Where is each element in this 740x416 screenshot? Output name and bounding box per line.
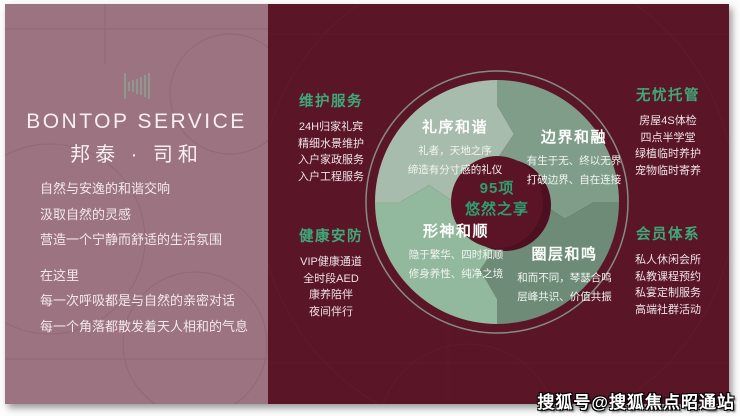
service-column-items: 私人休闲会所 私教课程预约 私宴定制服务 高端社群活动 [605,252,729,318]
quadrant-title: 圈层和鸣 [531,246,598,263]
quadrant-desc-line: 有生于无、终以无界 [526,155,622,167]
service-column-items: 房屋4S体检 四点半学堂绿植临时养护 宠物临时寄养 [605,113,729,179]
diagram-center-circle [451,156,543,248]
intro-paragraph-2: 在这里每一次呼吸都是与自然的亲密对话 每一个角落都散发着天人相和的气息 [40,263,255,340]
service-column-health: 健康安防 VIP健康通道 全时段AED 康养陪伴夜间伴行 [271,225,391,320]
brand-intro: 自然与安逸的和谐交响 汲取自然的灵感营造一个宁静而舒适的生活氛围 在这里每一次呼吸… [40,176,255,339]
service-column-membership: 会员体系 私人休闲会所 私教课程预约 私宴定制服务 高端社群活动 [605,223,729,318]
service-item: 私宴定制服务 [635,287,701,299]
quadrant-desc: 礼者，天地之序 缔造有分寸感的礼仪 [380,142,530,179]
intro-line: 营造一个宁静而舒适的生活氛围 [40,232,223,247]
service-item: 私人休闲会所 [635,254,701,266]
service-item: 入户家政服务 [298,154,364,166]
service-column-trusteeship: 无忧托管 房屋4S体检 四点半学堂绿植临时养护 宠物临时寄养 [605,84,729,179]
service-item: 绿植临时养护 [635,148,701,160]
service-column-maintenance: 维护服务 24H归家礼宾 精细水景维护 入户家政服务 入户工程服务 [271,90,391,185]
quadrant-desc-line: 层峰共识、价值共振 [517,290,612,303]
service-item: 私教课程预约 [635,270,701,283]
intro-line: 在这里 [40,267,80,283]
center-count: 95项 [479,180,515,197]
service-column-items: VIP健康通道 全时段AED 康养陪伴夜间伴行 [271,254,391,320]
quadrant-label-bianjie: 边界和融 有生于无、终以无界 打破边界、自在连接 [504,126,644,189]
cycle-diagram: 礼序和谐 礼者，天地之序 缔造有分寸感的礼仪 边界和融 有生于无、终以无界 打破… [357,62,637,342]
quadrant-desc-line: 隐于繁华、四时和顺 [408,249,504,261]
brand-panel: BONTOP SERVICE 邦泰 · 司和 自然与安逸的和谐交响 汲取自然的灵感… [5,4,268,404]
center-caption: 悠然之享 [464,201,529,218]
quadrant-label-lixu: 礼序和谐 礼者，天地之序 缔造有分寸感的礼仪 [380,116,530,179]
quadrant-label-xingshen: 形神和顺 隐于繁华、四时和顺 修身养性、纯净之境 [381,220,531,283]
service-item: 康养陪伴 [309,289,353,301]
quadrant-desc-line: 礼者，天地之序 [418,145,492,157]
quadrant-desc: 隐于繁华、四时和顺 修身养性、纯净之境 [381,246,531,283]
service-column-title: 维护服务 [299,94,363,110]
quadrant-title: 礼序和谐 [421,119,488,136]
service-column-title: 会员体系 [636,227,700,243]
intro-line: 汲取自然的灵感 [40,206,132,222]
service-item: 高端社群活动 [635,303,701,316]
quadrant-desc: 和而不同，琴瑟合鸣 层峰共识、价值共振 [492,269,637,306]
service-item: 24H归家礼宾 [298,121,364,133]
intro-line: 自然与安逸的和谐交响 [40,181,171,196]
intro-line: 每一次呼吸都是与自然的亲密对话 [40,293,236,308]
quadrant-title: 边界和融 [540,129,607,146]
cycle-diagram-graphic [365,70,629,334]
promo-slide: BONTOP SERVICE 邦泰 · 司和 自然与安逸的和谐交响 汲取自然的灵感… [5,4,729,404]
intro-paragraph-1: 自然与安逸的和谐交响 汲取自然的灵感营造一个宁静而舒适的生活氛围 [40,176,255,253]
diagram-outer-ring [365,70,629,334]
quadrant-desc-line: 和而不同，琴瑟合鸣 [517,272,612,284]
service-item: 房屋4S体检 [639,115,697,127]
service-column-items: 24H归家礼宾 精细水景维护 入户家政服务 入户工程服务 [271,119,391,185]
service-column-title: 健康安防 [299,229,363,245]
service-item: 夜间伴行 [309,305,353,318]
quadrant-desc-line: 修身养性、纯净之境 [408,267,504,280]
service-item: 宠物临时寄养 [635,164,701,177]
brand-title-en: BONTOP SERVICE [26,110,247,133]
sohu-watermark: 搜狐号@搜狐焦点昭通站 [537,393,735,412]
diagram-center-label: 95项 悠然之享 [447,178,547,220]
service-item: 精细水景维护 [298,137,364,150]
brand-title-cn: 邦泰 · 司和 [70,144,203,166]
intro-line: 每一个角落都散发着天人相和的气息 [40,318,249,334]
service-item: 入户工程服务 [298,170,364,183]
service-item: 全时段AED [303,272,359,285]
quadrant-desc-line: 打破边界、自在连接 [526,173,622,186]
quadrant-label-quanceng: 圈层和鸣 和而不同，琴瑟合鸣 层峰共识、价值共振 [492,243,637,306]
quadrant-desc: 有生于无、终以无界 打破边界、自在连接 [504,152,644,189]
service-item: 四点半学堂 [640,131,696,144]
waveform-logo-icon [5,68,268,104]
service-column-title: 无忧托管 [636,88,700,104]
service-item: VIP健康通道 [300,256,362,268]
quadrant-desc-line: 缔造有分寸感的礼仪 [407,163,503,176]
quadrant-title: 形神和顺 [422,223,489,240]
